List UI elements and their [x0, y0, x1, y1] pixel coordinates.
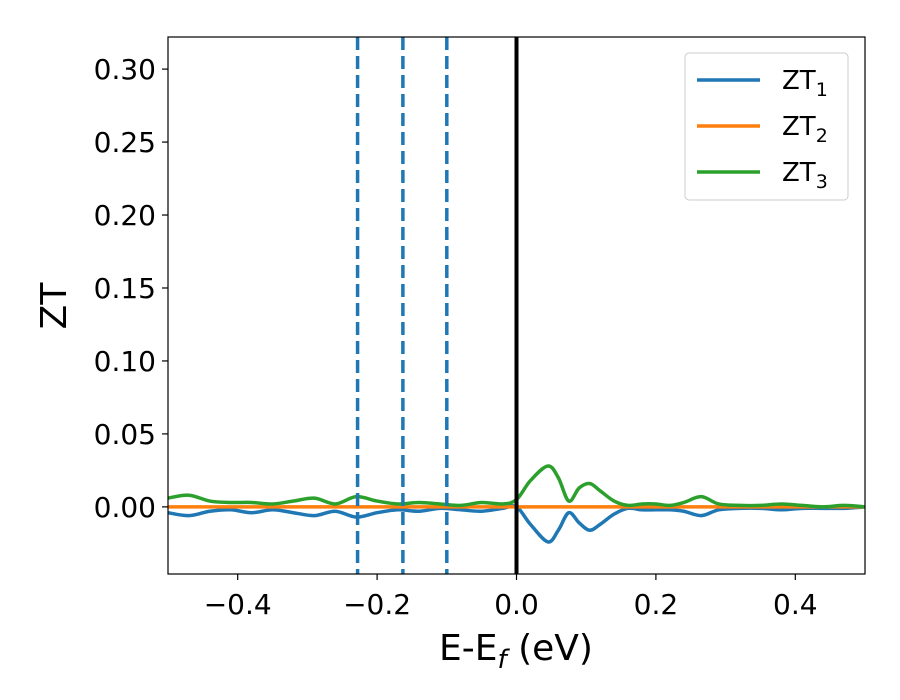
legend-box: [684, 52, 849, 201]
x-tick-label: 0.2: [634, 588, 679, 621]
y-tick-label: 0.10: [94, 345, 156, 378]
y-axis-title: ZT: [34, 282, 75, 330]
x-axis-title: E-Ef (eV): [439, 628, 593, 675]
y-tick-label: 0.30: [94, 53, 156, 86]
x-tick-label: 0.0: [494, 588, 539, 621]
x-tick-label: −0.2: [343, 588, 411, 621]
x-tick-label: 0.4: [773, 588, 818, 621]
series-line-zt3: [168, 464, 865, 509]
legend-label-zt2: ZT2: [782, 112, 828, 147]
y-tick-label: 0.00: [94, 491, 156, 524]
y-tick-label: 0.05: [94, 418, 156, 451]
y-tick-label: 0.25: [94, 126, 156, 159]
y-tick-label: 0.15: [94, 272, 156, 305]
legend-label-zt1: ZT1: [782, 66, 828, 101]
legend: ZT1 ZT2 ZT3: [684, 52, 849, 201]
series-line-zt1: [168, 504, 865, 544]
legend-label-zt3: ZT3: [782, 158, 828, 193]
x-tick-label: −0.4: [204, 588, 272, 621]
x-axis-title-unit: (eV): [507, 628, 593, 669]
y-tick-label: 0.20: [94, 199, 156, 232]
y-axis: 0.00 0.05 0.10 0.15 0.20 0.25 0.30: [94, 53, 168, 524]
x-axis: −0.4 −0.2 0.0 0.2 0.4: [204, 574, 818, 621]
vline-layer: [355, 37, 519, 574]
